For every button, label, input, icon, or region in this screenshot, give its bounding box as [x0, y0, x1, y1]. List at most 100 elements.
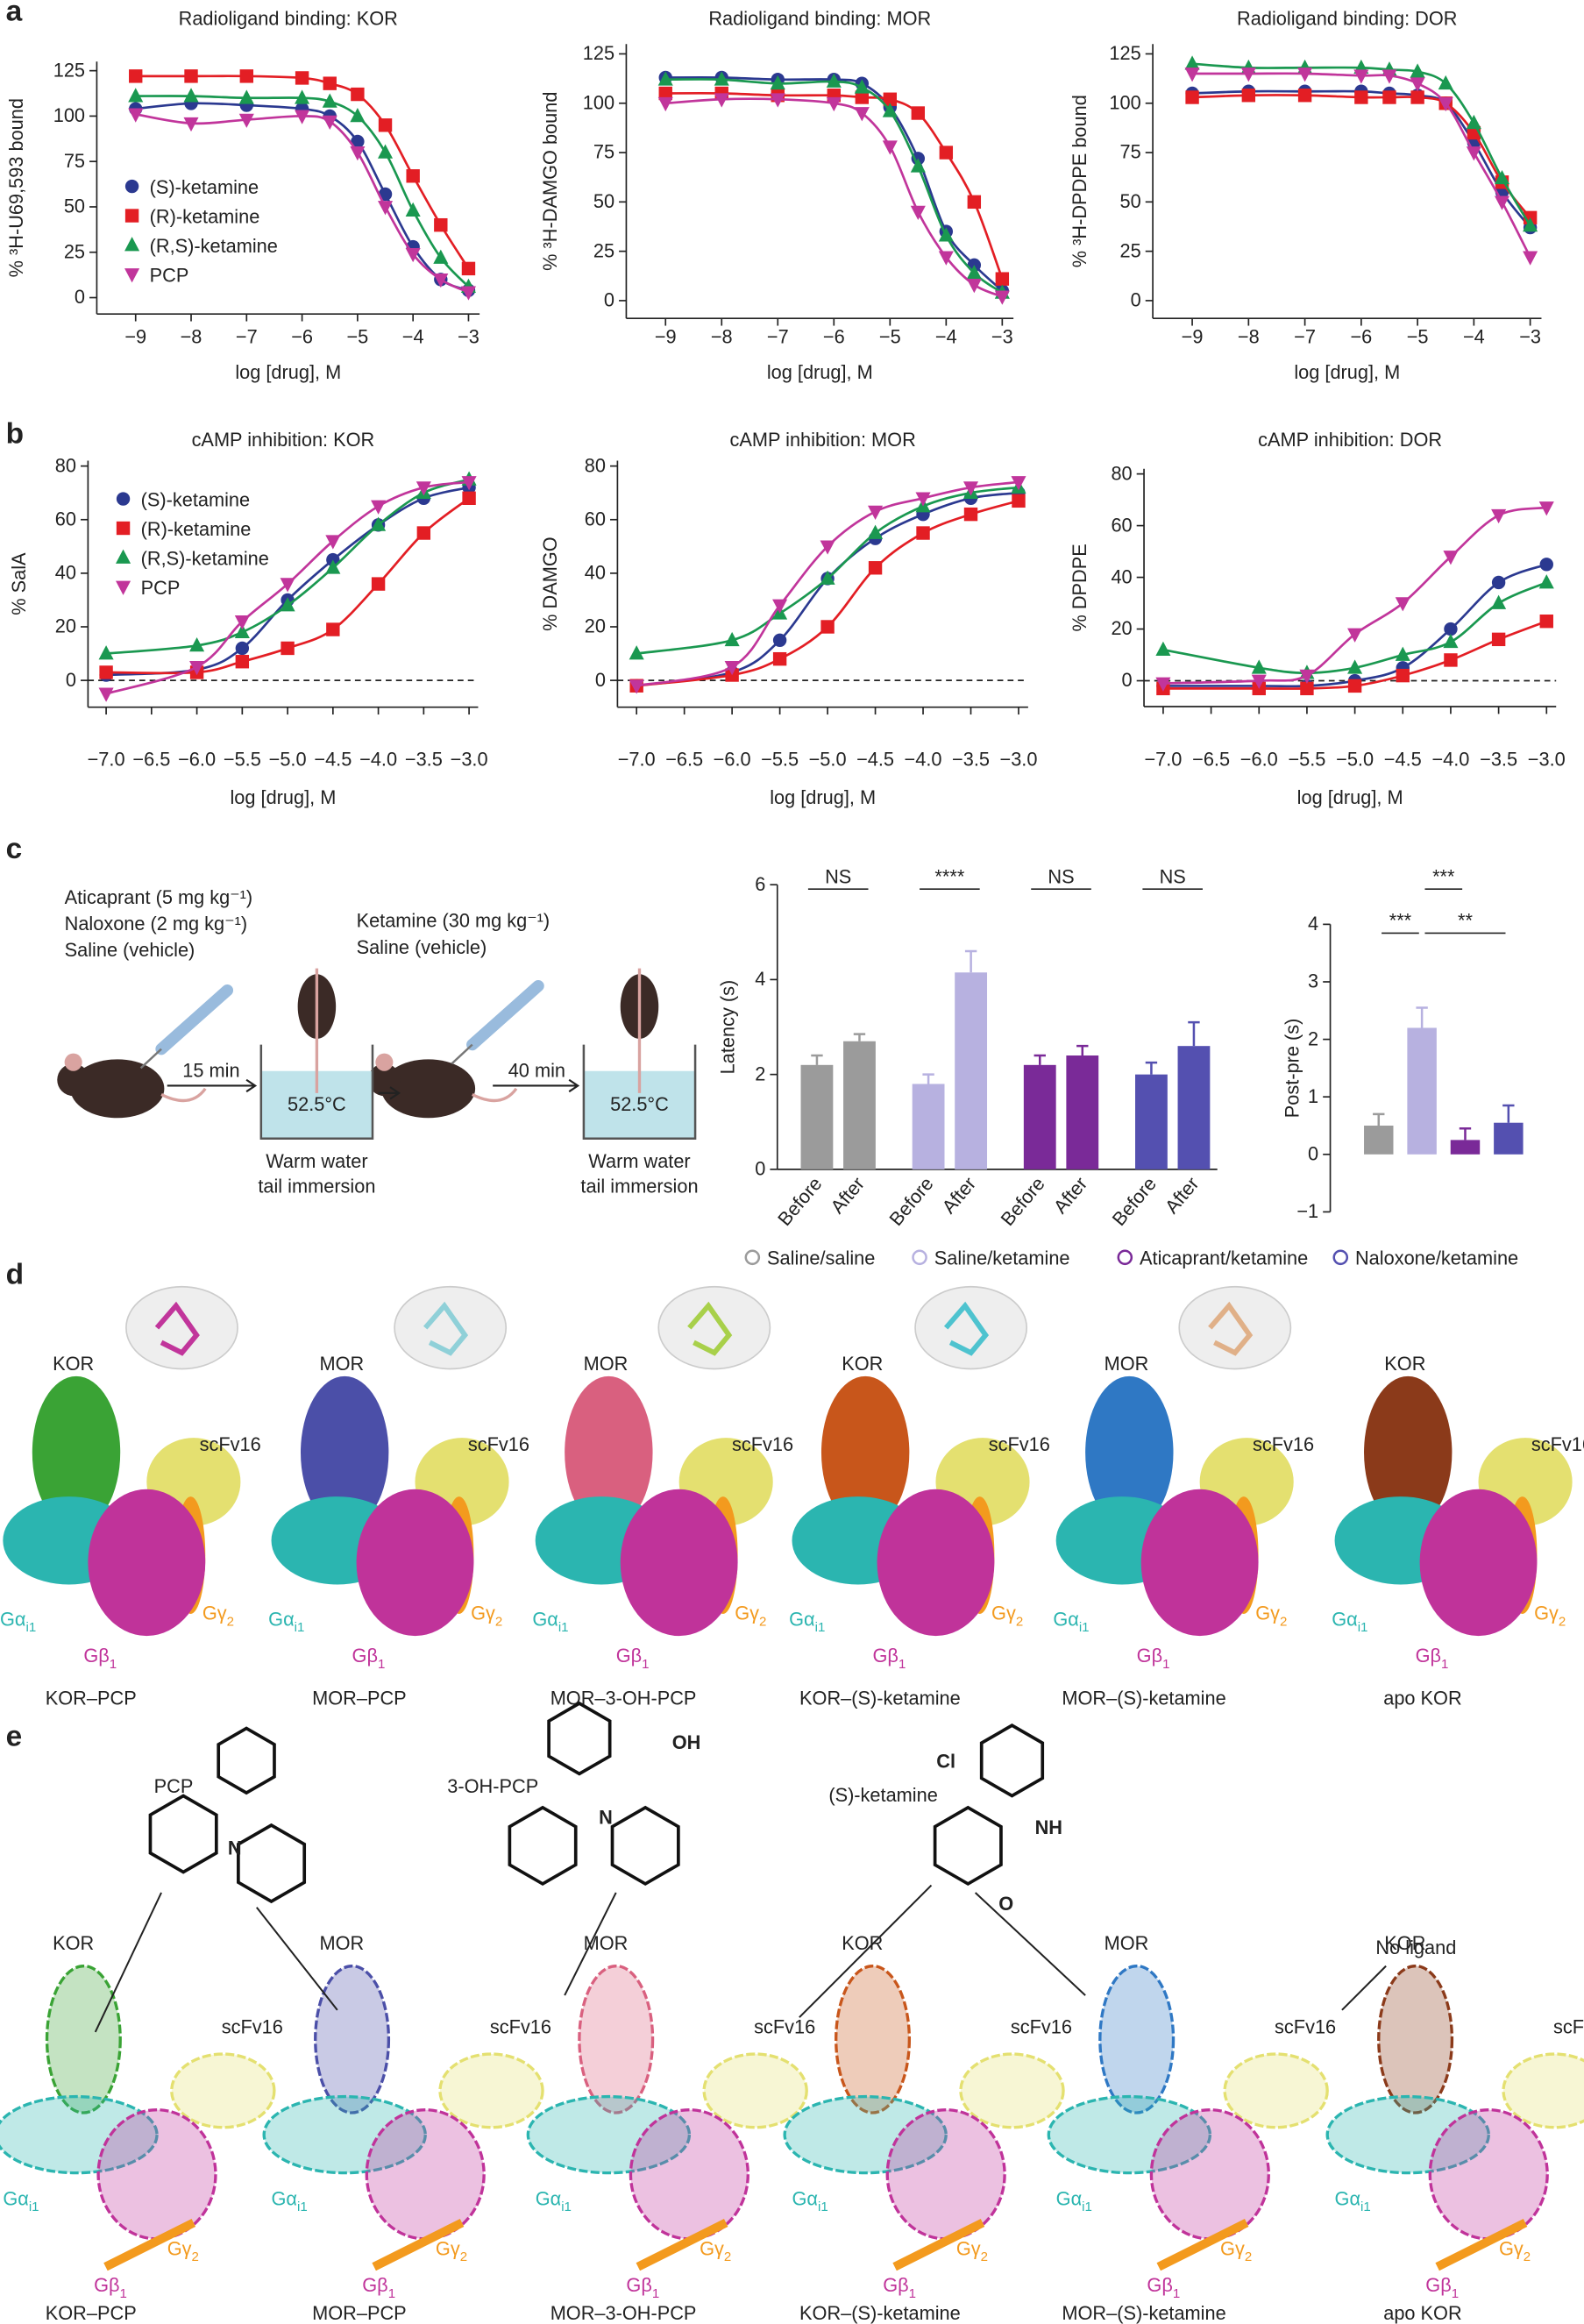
data-point — [325, 559, 341, 574]
galpha-label: Gαi1 — [0, 1608, 36, 1635]
atom: OH — [672, 1731, 701, 1753]
data-point — [1491, 575, 1506, 590]
ggamma-label: Gγ2 — [735, 1603, 766, 1630]
galpha-label-base: Gα — [1335, 2187, 1360, 2209]
x-tick-label: −6.5 — [665, 749, 703, 771]
x-tick-label: −5.5 — [224, 749, 261, 771]
data-point — [772, 651, 787, 666]
ggamma-label-base: Gγ — [1220, 2237, 1245, 2259]
data-point — [962, 481, 979, 496]
data-point — [910, 205, 926, 220]
data-point — [116, 549, 131, 564]
beaker — [259, 1044, 374, 1140]
ggamma-label: Gγ2 — [167, 2237, 199, 2264]
ggamma-label: Gγ2 — [202, 1603, 234, 1630]
x-tick-label: −4.0 — [1431, 749, 1469, 771]
fit-line — [1192, 94, 1531, 219]
gbeta-map — [877, 1489, 995, 1637]
data-point — [416, 481, 431, 496]
galpha-label-sub: i1 — [815, 1620, 826, 1635]
data-point — [826, 73, 842, 88]
schematic-text: Saline (vehicle) — [65, 939, 195, 961]
data-point — [966, 265, 982, 280]
gbeta-label-base: Gβ — [1425, 2274, 1451, 2296]
x-tick-label: Before — [884, 1173, 937, 1230]
data-point — [1354, 90, 1368, 104]
error-bar — [1416, 1006, 1428, 1028]
scfv-label: scFv16 — [989, 1433, 1050, 1455]
receptor-map — [820, 1375, 910, 1529]
data-point — [820, 540, 835, 555]
data-point — [416, 526, 431, 540]
y-axis-label: % DPDPE — [1069, 544, 1090, 631]
receptor-label: MOR — [1105, 1932, 1149, 1954]
y-tick-label: −1 — [1296, 1200, 1318, 1222]
x-tick-label: −7 — [767, 326, 789, 348]
y-tick-label: 50 — [1120, 190, 1141, 212]
data-point — [911, 106, 926, 120]
x-axis-label: log [drug], M — [1294, 361, 1400, 383]
data-point — [1184, 68, 1200, 82]
galpha-label-sub: i1 — [29, 2200, 39, 2214]
galpha-label: Gαi1 — [272, 2187, 308, 2214]
gbeta-label-sub: 1 — [110, 1657, 117, 1672]
ring — [508, 1805, 578, 1887]
data-point — [239, 69, 254, 83]
y-tick-label: 60 — [1111, 514, 1132, 536]
galpha-label-base: Gα — [1056, 2187, 1082, 2209]
ggamma-label-base: Gγ — [471, 1603, 495, 1624]
data-point — [1538, 501, 1554, 516]
panel-label: a — [6, 0, 23, 27]
error-bar — [1188, 1020, 1200, 1047]
data-point — [1185, 90, 1199, 104]
gbeta-label-base: Gβ — [83, 1645, 109, 1667]
ggamma-label-sub: 2 — [460, 2249, 467, 2264]
receptor-label: KOR — [53, 1932, 94, 1954]
pointer-line — [94, 1892, 162, 2033]
fit-line — [1162, 581, 1547, 675]
x-tick-label: −6 — [291, 326, 313, 348]
x-tick-label: −6 — [823, 326, 845, 348]
y-tick-label: 0 — [1308, 1142, 1318, 1164]
legend-label: (R)-ketamine — [150, 205, 260, 227]
galpha-model — [0, 2094, 159, 2175]
gbeta-map — [88, 1489, 206, 1637]
data-point — [657, 71, 673, 86]
error-bar — [811, 1054, 823, 1065]
x-tick-label: −4 — [935, 326, 957, 348]
arrow — [378, 1086, 401, 1100]
data-point — [184, 69, 198, 83]
scfv-label: scFv16 — [1011, 2016, 1072, 2038]
gbeta-label-sub: 1 — [388, 2286, 395, 2301]
data-point — [714, 71, 729, 86]
gbeta-label: Gβ1 — [1425, 2274, 1459, 2301]
receptor-model — [45, 1964, 122, 2114]
ggamma-label-sub: 2 — [227, 1614, 234, 1629]
mouse-ear — [64, 1053, 82, 1071]
galpha-label-base: Gα — [268, 1608, 294, 1630]
fit-line — [1191, 62, 1531, 227]
data-point — [116, 492, 131, 506]
data-point — [461, 476, 477, 491]
y-tick-label: 20 — [585, 615, 606, 637]
scfv-model — [1502, 2052, 1584, 2129]
legend-label: (R,S)-ketamine — [141, 547, 269, 569]
galpha-label-base: Gα — [789, 1608, 814, 1630]
legend-label: PCP — [150, 264, 189, 286]
y-tick-label: 80 — [585, 454, 606, 476]
x-axis-label: log [drug], M — [770, 786, 876, 808]
galpha-label-sub: i1 — [561, 2200, 572, 2214]
structure-caption: MOR–(S)-ketamine — [1062, 1688, 1225, 1709]
receptor-map — [1085, 1375, 1174, 1529]
receptor-map — [1364, 1375, 1453, 1529]
data-point — [238, 89, 254, 104]
x-tick-label: After — [937, 1173, 980, 1218]
data-point — [1523, 217, 1538, 232]
significance-label: ** — [1458, 910, 1473, 932]
arrow — [493, 1078, 580, 1093]
schematic-text: Naloxone (2 mg kg⁻¹) — [65, 913, 247, 935]
mouse-body — [70, 1059, 165, 1119]
galpha-label-sub: i1 — [558, 1620, 569, 1635]
galpha-label: Gαi1 — [1056, 2187, 1092, 2214]
ligand-name: (S)-ketamine — [828, 1784, 937, 1806]
